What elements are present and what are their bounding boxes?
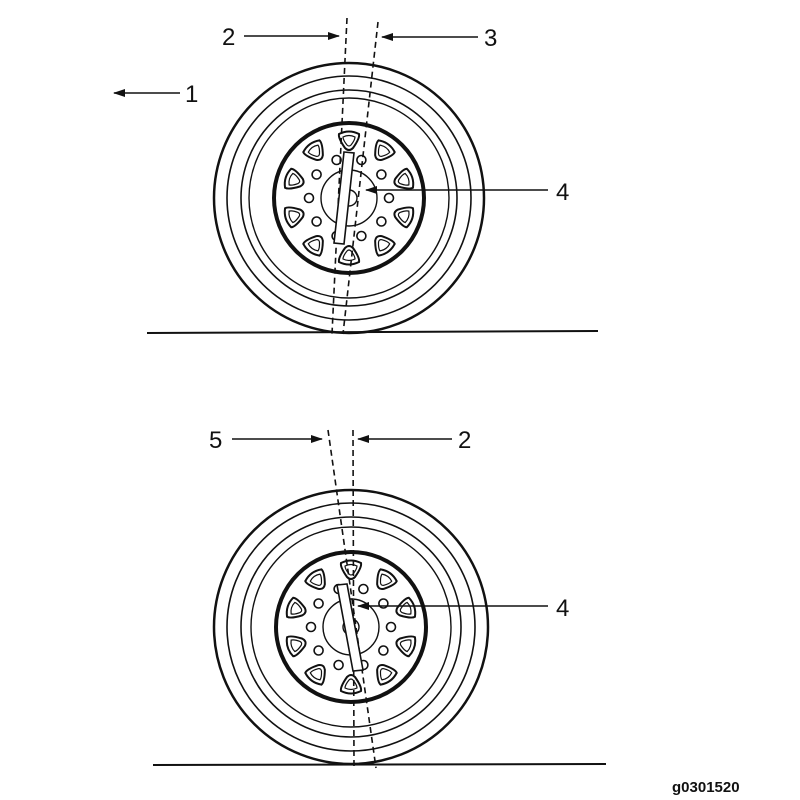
bottom-rim-edge — [240, 516, 462, 738]
top-vent-hole — [283, 167, 305, 190]
bottom-tire-outer — [212, 488, 490, 766]
bottom-lug-stud — [305, 621, 317, 633]
top-lug-stud — [311, 169, 322, 180]
bottom-axis-bar — [336, 583, 364, 672]
top-wheel-disc — [272, 121, 426, 275]
bottom-tilted-axis-line — [327, 429, 377, 769]
figure-id: g0301520 — [672, 779, 740, 796]
top-vent-hole — [374, 234, 396, 257]
top-lug-studs — [303, 154, 395, 242]
bottom-vent-hole — [376, 568, 398, 591]
top-tilted-axis-line — [342, 21, 379, 335]
bottom-rim-inner — [250, 526, 452, 728]
bottom-vent-hole — [285, 596, 307, 619]
top-callout-1: 1 — [185, 81, 198, 108]
top-rim-inner — [248, 97, 450, 299]
top-tire-outer — [212, 61, 486, 335]
top-vent-hole — [302, 234, 324, 257]
bottom-ground-line — [152, 763, 607, 766]
top-vent-hole — [337, 245, 361, 266]
bottom-callout-2: 2 — [458, 427, 471, 454]
bottom-lug-stud — [385, 621, 397, 633]
bottom-vent-holes — [285, 559, 417, 695]
top-callout-3: 3 — [484, 25, 497, 52]
top-callout-2: 2 — [222, 24, 235, 51]
bottom-vent-hole — [339, 559, 363, 580]
bottom-wheel-disc — [274, 550, 428, 704]
bottom-vent-hole — [376, 663, 398, 686]
bottom-vent-hole — [304, 663, 326, 686]
bottom-vent-hole — [395, 596, 417, 619]
top-vent-hole — [374, 139, 396, 162]
top-tire-inner — [226, 75, 472, 321]
bottom-lug-stud — [333, 659, 344, 671]
top-wheel-assembly: 1 2 3 4 — [113, 17, 599, 335]
bottom-lug-stud — [358, 583, 369, 595]
top-lug-stud — [376, 169, 387, 180]
top-lug-stud — [311, 216, 322, 227]
top-lug-stud — [356, 230, 367, 242]
top-lug-stud — [331, 154, 342, 166]
top-lug-stud — [376, 216, 387, 227]
bottom-vertical-reference-line — [352, 429, 355, 769]
top-vent-hole — [302, 139, 324, 162]
bottom-lug-studs — [305, 583, 397, 671]
top-vent-hole — [393, 206, 415, 229]
top-axis-bar — [333, 151, 355, 245]
bottom-wheel-assembly: 5 2 4 — [152, 427, 607, 769]
top-vent-hole — [283, 206, 305, 229]
top-vertical-reference-line — [331, 17, 348, 335]
bottom-callout-4: 4 — [556, 595, 569, 622]
top-lug-stud — [303, 192, 315, 204]
bottom-callout-5: 5 — [209, 427, 222, 454]
top-lug-stud — [383, 192, 395, 204]
top-rim-edge — [240, 89, 458, 307]
top-vent-holes — [283, 130, 415, 266]
bottom-vent-hole — [285, 635, 307, 658]
bottom-vent-hole — [304, 568, 326, 591]
bottom-lug-stud — [313, 645, 324, 656]
top-callout-4: 4 — [556, 179, 569, 206]
bottom-tire-inner — [226, 502, 476, 752]
bottom-lug-stud — [378, 645, 389, 656]
bottom-vent-hole — [395, 635, 417, 658]
bottom-vent-hole — [339, 674, 363, 695]
bottom-lug-stud — [313, 598, 324, 609]
top-vent-hole — [393, 167, 415, 190]
